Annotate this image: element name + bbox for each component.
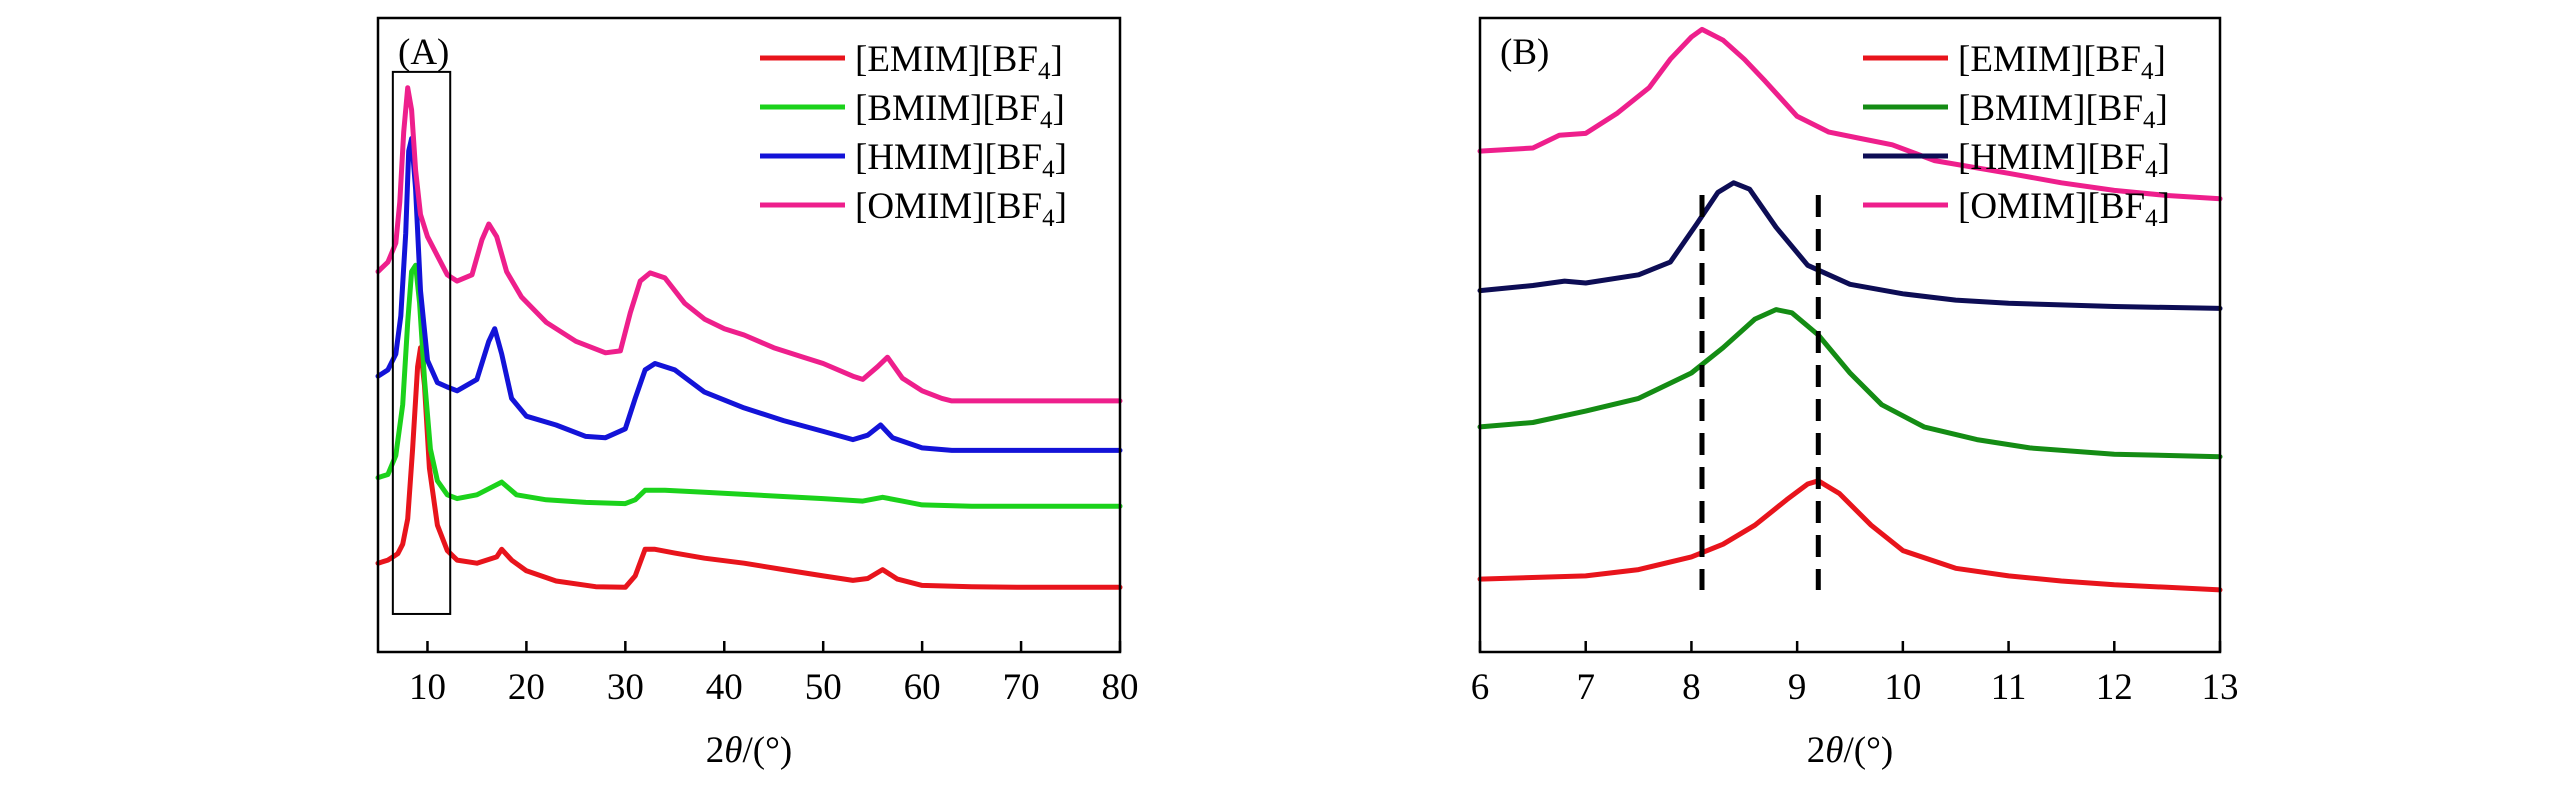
panel-b: 6 7 8 9 10 11 12 13 (B) 2θ/(°) [EMIM][BF4][BMIM][B…	[1471, 16, 2239, 771]
legend-entry: [EMIM][BF4]	[855, 39, 1063, 85]
x-tick-label: 7	[1576, 667, 1595, 708]
panel-label: (B)	[1500, 32, 1549, 73]
legend-entry: [BMIM][BF4]	[855, 88, 1065, 134]
x-tick-label: 6	[1471, 667, 1490, 708]
x-tick-label: 12	[2096, 667, 2133, 708]
legend-entry: [OMIM][BF4]	[1958, 186, 2170, 232]
panel-a: 10 20 30 40 50 60 70 80 (A) 2θ/(°) [EMIM][BF4][BMI…	[375, 16, 1139, 771]
x-tick-label: 10	[1884, 667, 1921, 708]
series-line-b-hmim	[1477, 180, 2223, 311]
x-tick-label: 60	[904, 667, 941, 708]
series-line-bmim	[375, 262, 1123, 509]
legend-entry: [BMIM][BF4]	[1958, 88, 2168, 134]
x-tick-label: 30	[607, 667, 644, 708]
series-line-emim	[1477, 478, 2223, 593]
series-line-omim	[1477, 26, 2223, 202]
plot-frame	[376, 16, 1122, 654]
legend-entry: [OMIM][BF4]	[855, 186, 1067, 232]
legend: [EMIM][BF4][BMIM][BF4][HMIM][BF4][OMIM][…	[1863, 39, 2170, 232]
x-tick-label: 11	[1991, 667, 2027, 708]
series-line-omim	[375, 85, 1123, 404]
x-tick-label: 9	[1788, 667, 1807, 708]
x-tick-label: 50	[805, 667, 842, 708]
x-tick-label: 10	[409, 667, 446, 708]
x-tick-label: 80	[1102, 667, 1139, 708]
plot-frame	[1478, 16, 2222, 654]
legend-entry: [HMIM][BF4]	[1958, 137, 2170, 183]
legend-entry: [EMIM][BF4]	[1958, 39, 2166, 85]
x-axis-label: 2θ/(°)	[1807, 730, 1893, 771]
x-tick-label: 13	[2202, 667, 2239, 708]
x-tick-label: 8	[1682, 667, 1701, 708]
legend-entry: [HMIM][BF4]	[855, 137, 1067, 183]
panel-label: (A)	[398, 32, 449, 73]
x-axis-label: 2θ/(°)	[706, 730, 792, 771]
series-line-emim	[375, 345, 1123, 590]
x-tick-label: 70	[1003, 667, 1040, 708]
highlight-box	[391, 70, 452, 615]
legend: [EMIM][BF4][BMIM][BF4][HMIM][BF4][OMIM][…	[760, 39, 1067, 232]
x-tick-label: 20	[508, 667, 545, 708]
series-line-b-bmim	[1477, 307, 2223, 460]
x-tick-label: 40	[706, 667, 743, 708]
